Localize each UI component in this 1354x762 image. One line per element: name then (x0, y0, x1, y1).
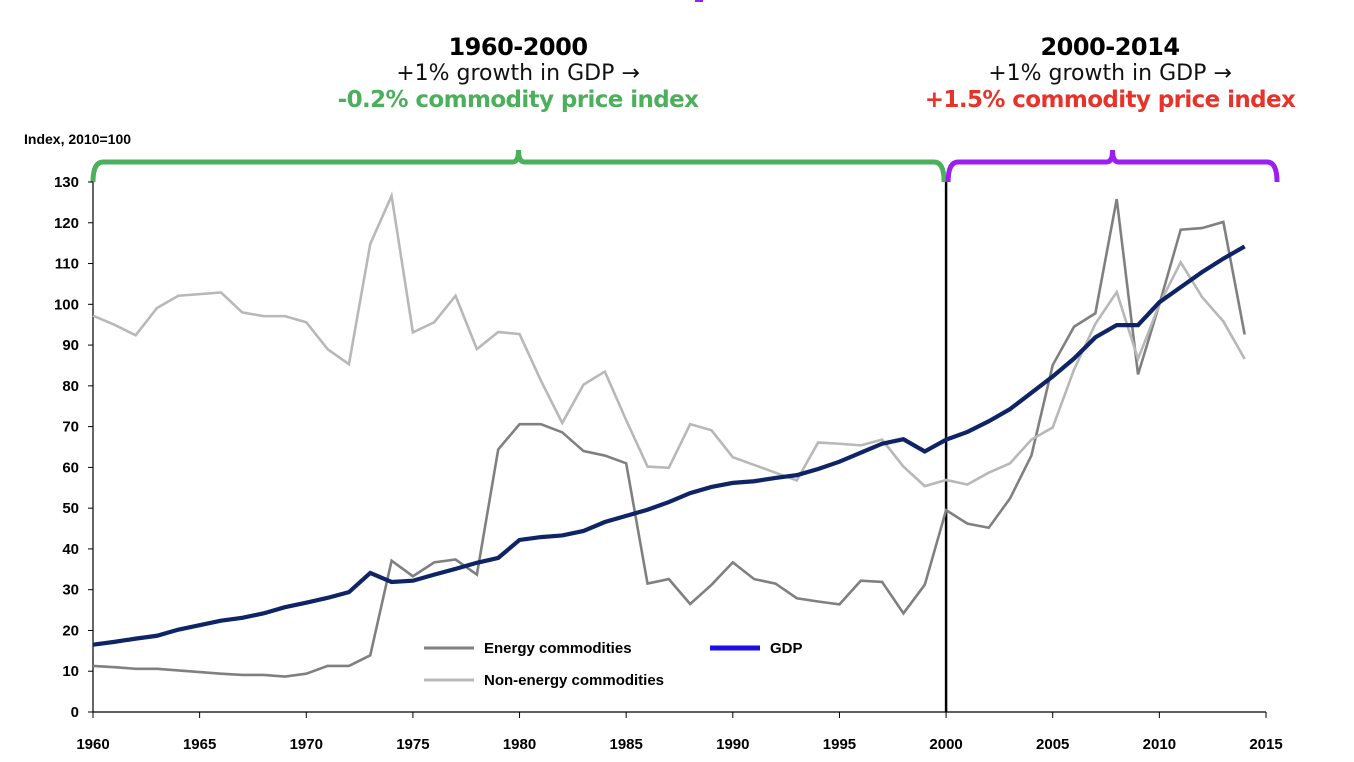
x-tick-label: 2015 (1249, 736, 1282, 753)
y-tick-label: 20 (62, 622, 79, 639)
x-tick-label: 1960 (76, 736, 109, 753)
annotation-2000-2014: 2000-2014 +1% growth in GDP → +1.5% comm… (890, 33, 1330, 114)
gdp-growth-label: +1% growth in GDP → (988, 61, 1232, 87)
legend-item: Non-energy commodities (424, 672, 664, 689)
y-tick-label: 30 (62, 582, 79, 599)
y-axis-title: Index, 2010=100 (24, 131, 132, 147)
y-tick-label: 110 (55, 256, 79, 273)
cropped-title-fragment (695, 0, 703, 2)
price-effect-label: +1.5% commodity price index (924, 87, 1296, 114)
series-line-non-energy-commodities (92, 191, 1246, 488)
series-line-gdp (92, 244, 1246, 647)
legend-item: GDP (710, 640, 803, 657)
x-tick-label: 2005 (1036, 736, 1069, 753)
annotation-1960-2000: 1960-2000 +1% growth in GDP → -0.2% comm… (273, 33, 763, 114)
period-label: 1960-2000 (448, 33, 588, 61)
y-tick-label: 90 (62, 337, 79, 354)
bracket-1960-2000 (90, 149, 947, 183)
axes: 0 10 20 30 40 50 60 70 80 90 100 110 120 130 1960 1965 1… (54, 174, 1283, 753)
x-tick-label: 1990 (716, 736, 749, 753)
period-brackets (90, 149, 1280, 183)
y-tick-label: 80 (62, 378, 79, 395)
legend-label: GDP (770, 640, 803, 657)
y-tick-label: 70 (62, 419, 79, 436)
y-tick-label: 10 (62, 663, 79, 680)
x-tick-label: 2000 (929, 736, 962, 753)
x-tick-label: 1980 (503, 736, 536, 753)
bracket-2000-2014 (945, 149, 1280, 183)
x-tick-label: 1975 (396, 736, 429, 753)
x-tick-label: 1995 (823, 736, 856, 753)
y-tick-label: 50 (62, 500, 79, 517)
y-tick-label: 120 (54, 215, 79, 232)
x-tick-label: 1965 (183, 736, 216, 753)
price-effect-label: -0.2% commodity price index (337, 87, 699, 114)
x-tick-label: 2010 (1143, 736, 1176, 753)
period-label: 2000-2014 (1040, 33, 1180, 61)
legend-label: Energy commodities (484, 640, 632, 657)
legend-label: Non-energy commodities (484, 672, 664, 689)
x-tick-label: 1985 (609, 736, 642, 753)
legend-item: Energy commodities (424, 640, 632, 657)
x-tick-label: 1970 (290, 736, 323, 753)
legend: Energy commodities Non-energy commodities… (424, 640, 803, 689)
y-tick-label: 60 (62, 459, 79, 476)
series-layer (92, 191, 1246, 678)
gdp-growth-label: +1% growth in GDP → (396, 61, 640, 87)
y-tick-label: 0 (71, 704, 79, 721)
series-line-energy-commodities (92, 198, 1246, 678)
y-tick-label: 100 (54, 296, 79, 313)
y-tick-label: 130 (54, 174, 79, 191)
y-tick-label: 40 (62, 541, 79, 558)
